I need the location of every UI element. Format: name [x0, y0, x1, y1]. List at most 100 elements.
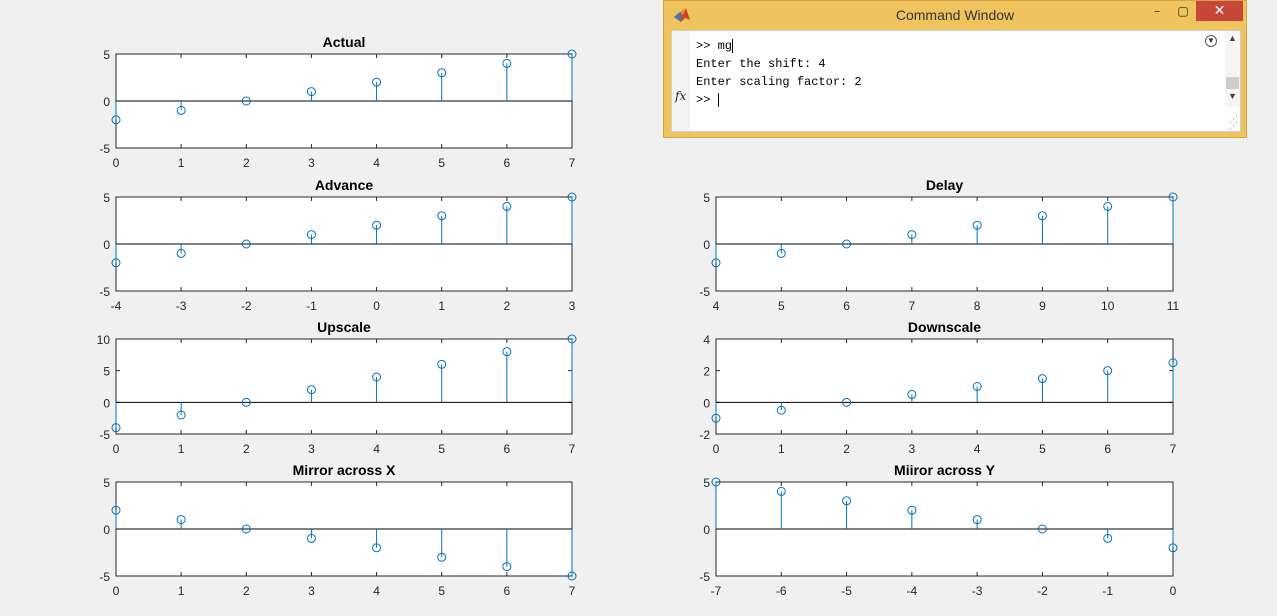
- x-tick-label: 6: [504, 156, 511, 170]
- plot-title: Miiror across Y: [894, 462, 996, 478]
- x-tick-label: 0: [373, 299, 380, 313]
- chevron-down-circle-icon[interactable]: ▼: [1205, 35, 1217, 47]
- stem-plot-advance[interactable]: Advance -4 -3 -2 -1 0 1 2 3 -5 0 5: [99, 177, 577, 313]
- x-tick-label: -1: [1102, 584, 1113, 598]
- x-tick-label: -1: [306, 299, 317, 313]
- stem-plot-delay[interactable]: Delay 4 5 6 7 8 9 10 11 -5 0 5: [699, 177, 1179, 313]
- y-tick-label: 0: [103, 396, 110, 410]
- x-tick-label: 5: [438, 156, 445, 170]
- stem-marker: [502, 201, 512, 211]
- x-tick-label: 5: [438, 442, 445, 456]
- x-tick-label: 2: [243, 156, 250, 170]
- y-tick-label: -5: [99, 570, 110, 584]
- x-tick-label: 6: [504, 442, 511, 456]
- command-scrollbar[interactable]: ▲ ▼: [1225, 31, 1240, 107]
- resize-grip-icon[interactable]: ⋰ ⋰: [1229, 115, 1238, 131]
- x-tick-label: 9: [1039, 299, 1046, 313]
- stem-marker: [567, 192, 577, 202]
- command-window-titlebar[interactable]: Command Window – ▢ ✕: [664, 1, 1246, 29]
- fx-icon[interactable]: fx: [675, 89, 687, 103]
- stem-marker: [1168, 192, 1178, 202]
- plot-area: [715, 338, 1174, 435]
- plot-title: Downscale: [908, 319, 981, 335]
- x-tick-label: 4: [373, 442, 380, 456]
- stem-marker: [241, 524, 251, 534]
- stem-marker: [372, 543, 382, 553]
- x-tick-label: -4: [907, 584, 918, 598]
- x-tick-label: 6: [504, 584, 511, 598]
- y-tick-label: -5: [99, 142, 110, 156]
- plot-area: [115, 338, 573, 435]
- stem-marker: [111, 505, 121, 515]
- stem-marker: [241, 397, 251, 407]
- x-tick-label: 0: [113, 156, 120, 170]
- stem-plot-miiror-across-y[interactable]: Miiror across Y -7 -6 -5 -4 -3 -2 -1 0 -5 0 5: [699, 462, 1178, 598]
- x-tick-label: 1: [438, 299, 445, 313]
- x-tick-label: -3: [176, 299, 187, 313]
- y-tick-label: -5: [699, 570, 710, 584]
- stem-marker: [176, 410, 186, 420]
- stem-marker: [372, 77, 382, 87]
- stem-marker: [711, 477, 721, 487]
- stem-marker: [1168, 358, 1178, 368]
- command-line: >> mg: [696, 38, 734, 53]
- x-tick-label: -4: [111, 299, 122, 313]
- command-window-body[interactable]: fx >> mg Enter the shift: 4 Enter scalin…: [671, 30, 1241, 132]
- stem-marker: [711, 258, 721, 268]
- x-tick-label: 3: [308, 442, 315, 456]
- stem-marker: [306, 385, 316, 395]
- minimize-button[interactable]: –: [1154, 4, 1160, 18]
- y-tick-label: -5: [699, 285, 710, 299]
- x-tick-label: 4: [713, 299, 720, 313]
- text-cursor: [717, 92, 719, 107]
- y-tick-label: 0: [103, 523, 110, 537]
- x-tick-label: 6: [843, 299, 850, 313]
- x-tick-label: -6: [776, 584, 787, 598]
- stem-marker: [111, 115, 121, 125]
- x-tick-label: 1: [178, 156, 185, 170]
- stem-marker: [437, 68, 447, 78]
- plot-title: Delay: [926, 177, 964, 193]
- x-tick-label: 1: [178, 584, 185, 598]
- stem-marker: [711, 413, 721, 423]
- stem-marker: [1103, 366, 1113, 376]
- text-cursor: [732, 38, 734, 53]
- close-button[interactable]: ✕: [1196, 1, 1243, 21]
- stem-plot-mirror-across-x[interactable]: Mirror across X0 1 2 3 4 5 6 7-505: [99, 462, 577, 598]
- y-tick-label: 5: [103, 365, 110, 379]
- scroll-up-icon[interactable]: ▲: [1228, 33, 1237, 43]
- x-tick-label: 7: [569, 156, 576, 170]
- stem-marker: [842, 239, 852, 249]
- plot-title: Actual: [323, 34, 366, 50]
- x-tick-label: 3: [308, 156, 315, 170]
- stem-marker: [176, 515, 186, 525]
- y-tick-label: 0: [103, 238, 110, 252]
- stem-marker: [972, 515, 982, 525]
- stem-marker: [1168, 543, 1178, 553]
- command-window[interactable]: Command Window – ▢ ✕ fx >> mg Enter the …: [663, 0, 1247, 138]
- stem-marker: [776, 248, 786, 258]
- plot-title: Advance: [315, 177, 374, 193]
- stem-marker: [111, 258, 121, 268]
- command-prompt-line[interactable]: >>: [696, 92, 719, 107]
- command-output[interactable]: >> mg Enter the shift: 4 Enter scaling f…: [696, 37, 862, 109]
- stem-marker: [1103, 533, 1113, 543]
- x-tick-label: 0: [113, 442, 120, 456]
- y-tick-label: 0: [703, 523, 710, 537]
- x-tick-label: 7: [909, 299, 916, 313]
- stem-marker: [241, 96, 251, 106]
- stem-marker: [972, 220, 982, 230]
- x-tick-label: 5: [438, 584, 445, 598]
- maximize-button[interactable]: ▢: [1177, 4, 1189, 18]
- x-tick-label: 4: [974, 442, 981, 456]
- scroll-down-icon[interactable]: ▼: [1228, 91, 1237, 101]
- y-tick-label: 0: [703, 396, 710, 410]
- scroll-thumb[interactable]: [1226, 77, 1239, 89]
- stem-marker: [502, 58, 512, 68]
- stem-marker: [567, 49, 577, 59]
- command-gutter: fx: [672, 31, 690, 131]
